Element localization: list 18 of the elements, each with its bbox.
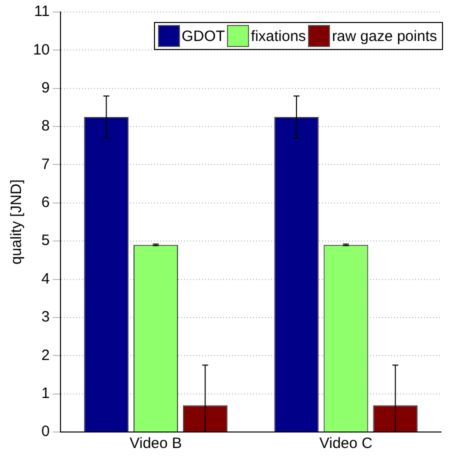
legend-label: raw gaze points xyxy=(332,28,437,44)
y-tick-label: 1 xyxy=(41,384,50,402)
y-tick-label: 7 xyxy=(41,156,50,173)
y-tick-label: 11 xyxy=(34,3,50,20)
legend-label: GDOT xyxy=(182,28,225,44)
y-tick-label: 5 xyxy=(41,232,50,250)
legend-label: fixations xyxy=(250,28,306,44)
x-tick-label: Video C xyxy=(319,435,373,452)
y-tick-label: 8 xyxy=(41,118,50,135)
y-tick-label: 6 xyxy=(41,194,50,212)
y-tick-label: 10 xyxy=(32,41,50,58)
y-axis-title: quality [JND] xyxy=(8,179,26,265)
y-tick-label: 2 xyxy=(41,346,50,364)
y-tick-label: 4 xyxy=(41,270,50,288)
y-tick-label: 9 xyxy=(41,80,50,97)
y-tick-label: 0 xyxy=(41,423,50,440)
y-tick-label: 3 xyxy=(41,308,50,326)
x-tick-label: Video B xyxy=(130,435,182,452)
